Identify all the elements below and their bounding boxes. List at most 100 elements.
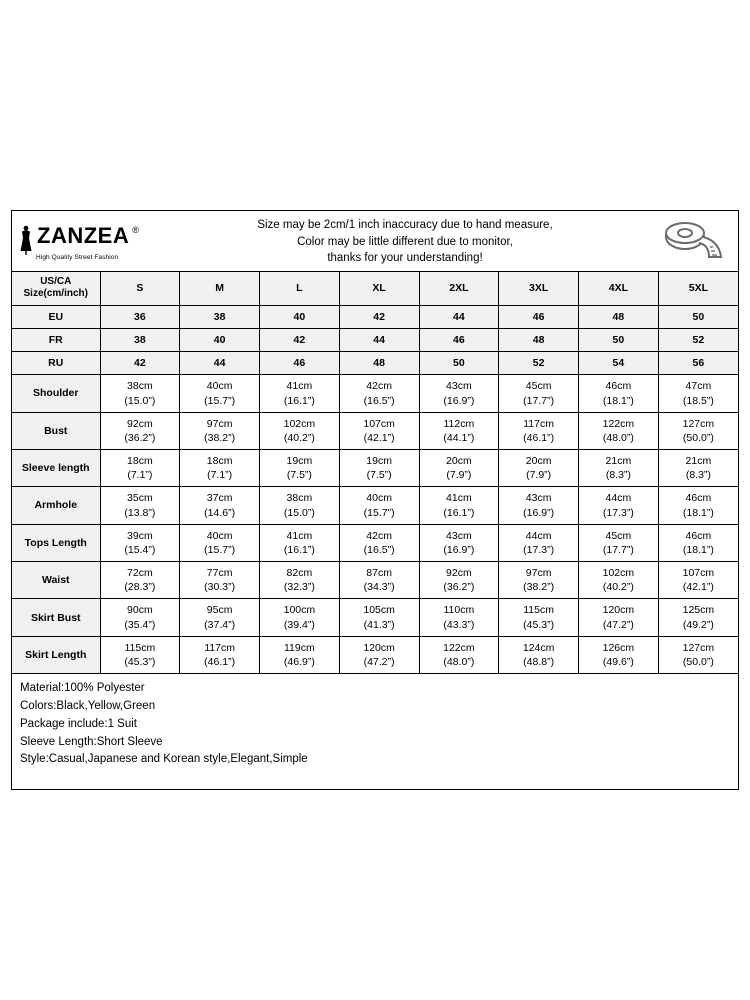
measure-cell: 112cm(44.1”): [419, 412, 499, 449]
notice-line: thanks for your understanding!: [158, 250, 652, 267]
region-value: 46: [499, 305, 579, 328]
measure-cell: 41cm(16.1”): [260, 524, 340, 561]
measure-cell: 117cm(46.1”): [180, 636, 260, 673]
size-header: XL: [339, 272, 419, 306]
region-label: FR: [12, 329, 100, 352]
size-header: M: [180, 272, 260, 306]
detail-line: Colors:Black,Yellow,Green: [20, 698, 730, 716]
measure-cell: 119cm(46.9”): [260, 636, 340, 673]
region-value: 42: [339, 305, 419, 328]
detail-line: Sleeve Length:Short Sleeve: [20, 734, 730, 752]
measure-cell: 82cm(32.3”): [260, 562, 340, 599]
region-value: 42: [260, 329, 340, 352]
measure-cell: 37cm(14.6”): [180, 487, 260, 524]
measure-cell: 42cm(16.5”): [339, 524, 419, 561]
size-header: 3XL: [499, 272, 579, 306]
size-header: 2XL: [419, 272, 499, 306]
measure-cell: 20cm(7.9”): [419, 450, 499, 487]
measure-cell: 19cm(7.5”): [260, 450, 340, 487]
region-value: 52: [499, 352, 579, 375]
region-value: 48: [339, 352, 419, 375]
measure-cell: 110cm(43.3”): [419, 599, 499, 636]
detail-line: Package include:1 Suit: [20, 716, 730, 734]
measure-cell: 97cm(38.2”): [180, 412, 260, 449]
detail-line: Material:100% Polyester: [20, 680, 730, 698]
measure-cell: 41cm(16.1”): [260, 375, 340, 412]
measure-cell: 18cm(7.1”): [180, 450, 260, 487]
measure-cell: 125cm(49.2”): [658, 599, 738, 636]
measure-cell: 124cm(48.8”): [499, 636, 579, 673]
measure-cell: 46cm(18.1”): [658, 524, 738, 561]
region-value: 46: [260, 352, 340, 375]
region-value: 46: [419, 329, 499, 352]
measure-cell: 44cm(17.3”): [579, 487, 659, 524]
measure-cell: 45cm(17.7”): [579, 524, 659, 561]
product-details: Material:100% PolyesterColors:Black,Yell…: [12, 674, 738, 789]
region-value: 56: [658, 352, 738, 375]
measure-cell: 38cm(15.0”): [260, 487, 340, 524]
measure-cell: 115cm(45.3”): [499, 599, 579, 636]
region-value: 44: [339, 329, 419, 352]
region-value: 44: [180, 352, 260, 375]
measure-cell: 92cm(36.2”): [100, 412, 180, 449]
measure-cell: 47cm(18.5”): [658, 375, 738, 412]
measure-cell: 35cm(13.8”): [100, 487, 180, 524]
region-label: RU: [12, 352, 100, 375]
measure-cell: 44cm(17.3”): [499, 524, 579, 561]
measure-cell: 115cm(45.3”): [100, 636, 180, 673]
measure-cell: 40cm(15.7”): [180, 375, 260, 412]
region-value: 38: [180, 305, 260, 328]
measure-cell: 102cm(40.2”): [579, 562, 659, 599]
measure-cell: 120cm(47.2”): [339, 636, 419, 673]
measure-cell: 122cm(48.0”): [579, 412, 659, 449]
measure-cell: 21cm(8.3”): [579, 450, 659, 487]
region-value: 48: [579, 305, 659, 328]
measure-cell: 107cm(42.1”): [658, 562, 738, 599]
notice-line: Size may be 2cm/1 inch inaccuracy due to…: [158, 217, 652, 234]
measure-label: Shoulder: [12, 375, 100, 412]
region-value: 50: [579, 329, 659, 352]
measure-cell: 40cm(15.7”): [180, 524, 260, 561]
measure-cell: 72cm(28.3”): [100, 562, 180, 599]
size-header: L: [260, 272, 340, 306]
header-row: ZANZEA ® High Quality Street Fashion Siz…: [12, 211, 738, 272]
detail-line: Style:Casual,Japanese and Korean style,E…: [20, 751, 730, 769]
size-header: 4XL: [579, 272, 659, 306]
measure-cell: 18cm(7.1”): [100, 450, 180, 487]
size-header: S: [100, 272, 180, 306]
measure-cell: 127cm(50.0”): [658, 636, 738, 673]
measure-cell: 105cm(41.3”): [339, 599, 419, 636]
measure-cell: 43cm(16.9”): [419, 375, 499, 412]
region-value: 54: [579, 352, 659, 375]
measure-cell: 100cm(39.4”): [260, 599, 340, 636]
region-value: 36: [100, 305, 180, 328]
measure-cell: 43cm(16.9”): [499, 487, 579, 524]
region-label: EU: [12, 305, 100, 328]
measure-cell: 90cm(35.4”): [100, 599, 180, 636]
region-value: 42: [100, 352, 180, 375]
measure-cell: 77cm(30.3”): [180, 562, 260, 599]
region-value: 44: [419, 305, 499, 328]
measure-label: Sleeve length: [12, 450, 100, 487]
region-value: 38: [100, 329, 180, 352]
region-value: 52: [658, 329, 738, 352]
dress-figure-icon: [18, 225, 34, 255]
row-header-label: US/CASize(cm/inch): [12, 272, 100, 306]
measure-cell: 122cm(48.0”): [419, 636, 499, 673]
measure-cell: 45cm(17.7”): [499, 375, 579, 412]
measure-label: Tops Length: [12, 524, 100, 561]
measure-cell: 40cm(15.7”): [339, 487, 419, 524]
measure-cell: 41cm(16.1”): [419, 487, 499, 524]
measure-cell: 95cm(37.4”): [180, 599, 260, 636]
region-value: 50: [658, 305, 738, 328]
region-value: 40: [260, 305, 340, 328]
measure-cell: 92cm(36.2”): [419, 562, 499, 599]
measure-label: Bust: [12, 412, 100, 449]
region-value: 50: [419, 352, 499, 375]
notice-line: Color may be little different due to mon…: [158, 234, 652, 251]
measure-cell: 43cm(16.9”): [419, 524, 499, 561]
measure-cell: 46cm(18.1”): [658, 487, 738, 524]
brand-tagline: High Quality Street Fashion: [18, 254, 150, 261]
measure-cell: 42cm(16.5”): [339, 375, 419, 412]
size-table: US/CASize(cm/inch)SMLXL2XL3XL4XL5XLEU363…: [12, 272, 738, 674]
